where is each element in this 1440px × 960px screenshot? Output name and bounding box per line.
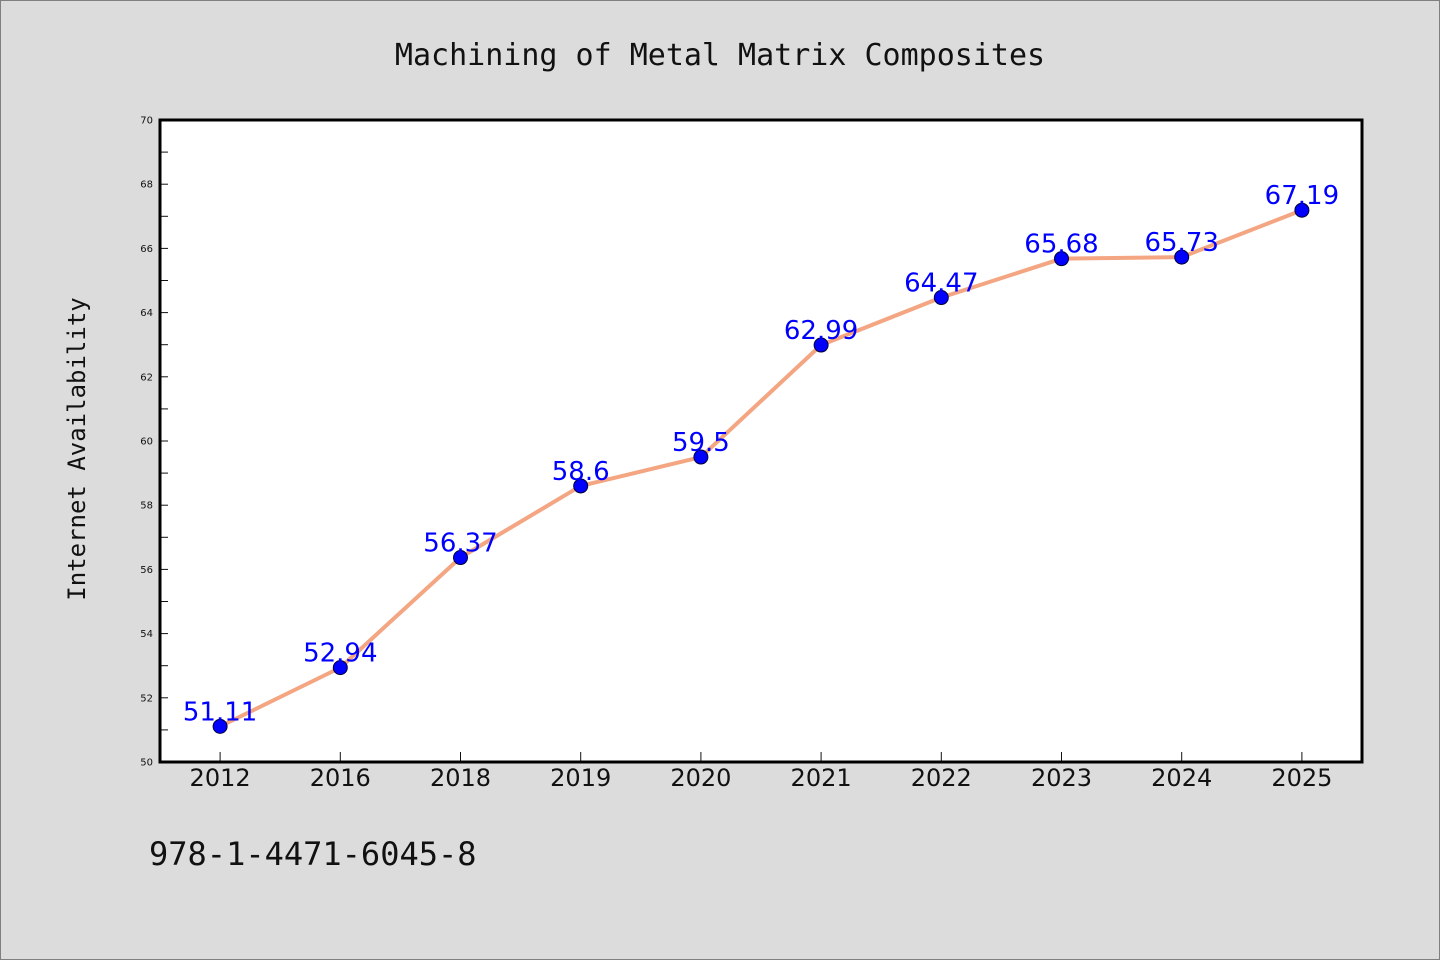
x-tick-label: 2012	[190, 764, 251, 792]
y-tick-label: 70	[140, 116, 153, 127]
x-tick-label: 2021	[791, 764, 852, 792]
x-tick-label: 2016	[310, 764, 371, 792]
data-point-marker	[1054, 251, 1069, 267]
data-label: 64.47	[904, 269, 978, 299]
data-point-marker	[1174, 249, 1190, 265]
y-tick-label: 68	[140, 180, 153, 191]
x-tick-label: 2018	[430, 764, 491, 792]
chart-title: Machining of Metal Matrix Composites	[395, 38, 1045, 73]
x-tick-label: 2022	[911, 764, 972, 792]
y-tick-label: 66	[140, 244, 153, 255]
y-tick-label: 62	[140, 372, 153, 383]
x-tick-label: 2025	[1271, 764, 1332, 792]
data-point-marker	[693, 449, 709, 465]
data-series: 51.11 52.94 56.37 58.6 59.5 62.99 64.47 65.68 65…	[183, 181, 1339, 734]
data-label: 52.94	[303, 639, 377, 669]
data-point-marker	[573, 478, 589, 494]
data-point-marker	[332, 660, 348, 676]
y-tick-label: 56	[140, 565, 153, 576]
data-point-marker	[1294, 202, 1310, 218]
x-axis: 2012 2016 2018 2019 2020 2021 2022 2023 2024 2025	[190, 752, 1332, 792]
footer-isbn-text: 978-1-4471-6045-8	[149, 835, 477, 873]
data-point-marker	[933, 290, 949, 306]
series-line	[218, 208, 1304, 729]
data-label: 59.5	[672, 428, 730, 458]
data-label: 65.73	[1144, 228, 1218, 258]
data-label: 58.6	[552, 457, 610, 487]
data-label: 56.37	[423, 529, 497, 559]
data-point-marker	[453, 550, 468, 566]
data-label: 65.68	[1024, 230, 1098, 260]
y-axis: 50 52 54 56 58 60 62 64 66 68 70	[140, 116, 168, 769]
data-label: 62.99	[784, 316, 858, 346]
y-tick-label: 50	[140, 758, 153, 769]
y-tick-label: 60	[140, 437, 153, 448]
x-tick-label: 2024	[1151, 764, 1212, 792]
y-tick-label: 64	[140, 308, 153, 319]
x-tick-label: 2020	[670, 764, 731, 792]
plot-frame	[158, 118, 1364, 764]
x-tick-label: 2019	[550, 764, 611, 792]
data-label: 51.11	[183, 697, 257, 727]
y-tick-label: 58	[140, 501, 153, 512]
data-label: 67.19	[1265, 181, 1339, 211]
y-axis-label: Internet Availability	[63, 297, 91, 600]
data-point-marker	[212, 718, 228, 734]
y-tick-label: 54	[140, 629, 153, 640]
x-tick-label: 2023	[1031, 764, 1092, 792]
y-tick-label: 52	[140, 693, 153, 704]
plot-area	[160, 120, 1362, 762]
data-point-marker	[813, 337, 829, 353]
